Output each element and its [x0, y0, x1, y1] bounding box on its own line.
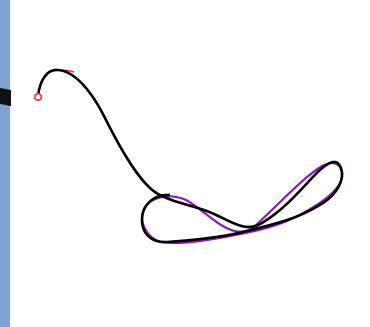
alt-trajectory-curve: [141, 161, 344, 245]
side-panel-handle[interactable]: [0, 87, 11, 107]
start-point-circle-icon: [33, 92, 43, 102]
side-panel[interactable]: [0, 0, 10, 327]
main-trajectory-curve: [36, 68, 344, 244]
